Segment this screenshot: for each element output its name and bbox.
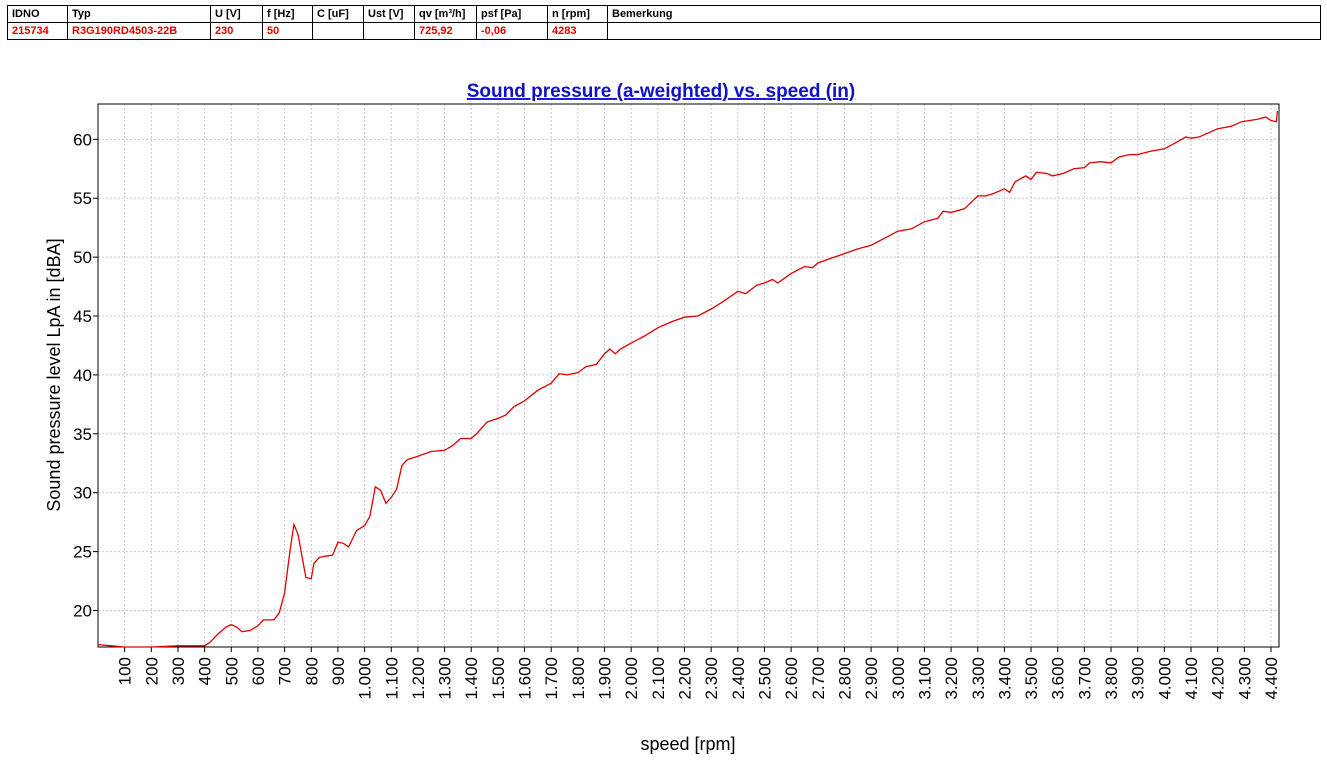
x-tick-label: 4.100 bbox=[1182, 657, 1201, 700]
x-tick-label: 1.300 bbox=[436, 657, 455, 700]
table-cell: 4283 bbox=[547, 22, 608, 40]
x-tick-label: 4.400 bbox=[1262, 657, 1281, 700]
x-tick-label: 3.800 bbox=[1102, 657, 1121, 700]
y-tick-label: 25 bbox=[73, 543, 92, 562]
x-tick-label: 900 bbox=[329, 657, 348, 685]
x-tick-label: 3.700 bbox=[1075, 657, 1094, 700]
x-tick-label: 1.000 bbox=[356, 657, 375, 700]
x-tick-label: 2.200 bbox=[676, 657, 695, 700]
x-tick-label: 600 bbox=[249, 657, 268, 685]
x-tick-label: 2.800 bbox=[835, 657, 854, 700]
y-tick-label: 40 bbox=[73, 366, 92, 385]
table-cell: Ust [V] bbox=[363, 5, 415, 23]
x-tick-label: 2.700 bbox=[809, 657, 828, 700]
x-tick-label: 2.900 bbox=[862, 657, 881, 700]
y-tick-label: 45 bbox=[73, 307, 92, 326]
table-cell: R3G190RD4503-22B bbox=[67, 22, 211, 40]
x-tick-label: 1.100 bbox=[382, 657, 401, 700]
x-tick-label: 1.400 bbox=[462, 657, 481, 700]
info-table: IDNO Typ U [V] f [Hz] C [uF] Ust [V] qv [m³/h]… bbox=[7, 5, 1321, 40]
chart-title: Sound pressure (a-weighted) vs. speed (i… bbox=[467, 81, 856, 102]
table-cell: -0,06 bbox=[476, 22, 548, 40]
x-tick-label: 2.000 bbox=[622, 657, 641, 700]
x-tick-label: 3.500 bbox=[1022, 657, 1041, 700]
plot-frame bbox=[97, 103, 1280, 648]
y-tick-label: 30 bbox=[73, 484, 92, 503]
x-tick-label: 300 bbox=[169, 657, 188, 685]
y-tick-label: 55 bbox=[73, 189, 92, 208]
y-tick-label: 35 bbox=[73, 425, 92, 444]
x-tick-label: 500 bbox=[222, 657, 241, 685]
table-cell: 725,92 bbox=[414, 22, 477, 40]
table-row: 215734 R3G190RD4503-22B 230 50 725,92 -0,06 42… bbox=[7, 22, 1321, 40]
x-tick-label: 3.400 bbox=[995, 657, 1014, 700]
table-cell bbox=[607, 22, 1321, 40]
x-tick-label: 100 bbox=[116, 657, 135, 685]
x-axis-label: speed [rpm] bbox=[640, 734, 735, 754]
x-tick-label: 1.500 bbox=[489, 657, 508, 700]
y-axis-label: Sound pressure level LpA in [dBA] bbox=[44, 238, 64, 511]
x-tick-label: 4.300 bbox=[1235, 657, 1254, 700]
x-tick-label: 4.200 bbox=[1209, 657, 1228, 700]
x-tick-label: 2.500 bbox=[755, 657, 774, 700]
x-tick-label: 1.200 bbox=[409, 657, 428, 700]
x-tick-label: 1.900 bbox=[596, 657, 615, 700]
x-tick-label: 2.400 bbox=[729, 657, 748, 700]
x-tick-label: 3.300 bbox=[969, 657, 988, 700]
table-row: IDNO Typ U [V] f [Hz] C [uF] Ust [V] qv [m³/h]… bbox=[7, 5, 1321, 23]
x-tick-label: 1.600 bbox=[516, 657, 535, 700]
x-tick-label: 200 bbox=[142, 657, 161, 685]
y-tick-label: 50 bbox=[73, 248, 92, 267]
table-cell: C [uF] bbox=[312, 5, 364, 23]
y-tick-label: 20 bbox=[73, 601, 92, 620]
x-tick-label: 1.700 bbox=[542, 657, 561, 700]
y-tick-label: 60 bbox=[73, 130, 92, 149]
x-tick-label: 700 bbox=[276, 657, 295, 685]
table-cell: 230 bbox=[210, 22, 263, 40]
x-tick-label: 3.100 bbox=[915, 657, 934, 700]
x-tick-label: 2.600 bbox=[782, 657, 801, 700]
x-tick-label: 2.300 bbox=[702, 657, 721, 700]
x-tick-label: 3.900 bbox=[1129, 657, 1148, 700]
x-tick-label: 2.100 bbox=[649, 657, 668, 700]
x-tick-label: 1.800 bbox=[569, 657, 588, 700]
data-line bbox=[97, 111, 1279, 648]
x-tick-label: 3.000 bbox=[889, 657, 908, 700]
table-cell: 215734 bbox=[7, 22, 68, 40]
x-tick-label: 3.600 bbox=[1049, 657, 1068, 700]
x-tick-label: 3.200 bbox=[942, 657, 961, 700]
x-tick-label: 4.000 bbox=[1155, 657, 1174, 700]
x-tick-label: 800 bbox=[302, 657, 321, 685]
x-tick-label: 400 bbox=[196, 657, 215, 685]
